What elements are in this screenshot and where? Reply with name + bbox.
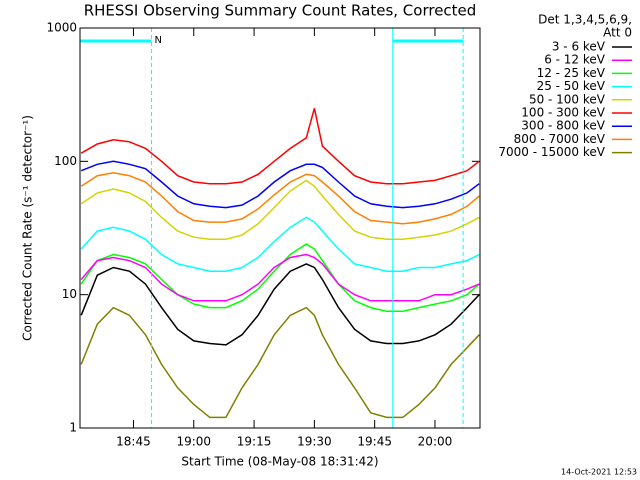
x-tick-label: 19:30 [297, 435, 332, 449]
series-line [80, 306, 480, 419]
legend-label: 300 - 800 keV [521, 119, 605, 133]
legend-label: 12 - 25 keV [537, 66, 606, 80]
legend-label: 100 - 300 keV [521, 106, 605, 120]
legend-label: 50 - 100 keV [529, 92, 606, 106]
series-line [80, 243, 480, 313]
y-tick-label: 10 [62, 287, 77, 301]
legend-label: 6 - 12 keV [544, 53, 606, 67]
footer: 14-Oct-2021 12:53 [561, 468, 637, 477]
series-line [80, 263, 480, 346]
series-line [80, 216, 480, 272]
y-axis-label: Corrected Count Rate (s⁻¹ detector⁻¹) [21, 115, 35, 341]
y-tick-label: 1 [69, 421, 77, 435]
legend-label: 25 - 50 keV [537, 79, 606, 93]
series-line [80, 108, 480, 185]
legend-title: Att 0 [603, 26, 632, 40]
annotation: N [155, 35, 162, 46]
series-line [80, 172, 480, 225]
series-line [80, 160, 480, 209]
legend-label: 800 - 7000 keV [514, 132, 606, 146]
x-tick-label: 19:00 [176, 435, 211, 449]
x-axis-label: Start Time (08-May-08 18:31:42) [181, 455, 378, 469]
y-tick-label: 100 [54, 154, 77, 168]
legend-title: Det 1,3,4,5,6,9, [538, 13, 632, 27]
x-tick-label: 20:00 [418, 435, 453, 449]
legend-label: 7000 - 15000 keV [498, 145, 605, 159]
x-tick-label: 18:45 [116, 435, 151, 449]
chart-title: RHESSI Observing Summary Count Rates, Co… [84, 2, 477, 20]
series-line [80, 253, 480, 302]
plot-frame [79, 27, 481, 429]
y-tick-label: 1000 [46, 21, 77, 35]
series-line [80, 179, 480, 241]
x-tick-label: 19:15 [237, 435, 272, 449]
legend-label: 3 - 6 keV [552, 40, 606, 54]
x-tick-label: 19:45 [357, 435, 392, 449]
